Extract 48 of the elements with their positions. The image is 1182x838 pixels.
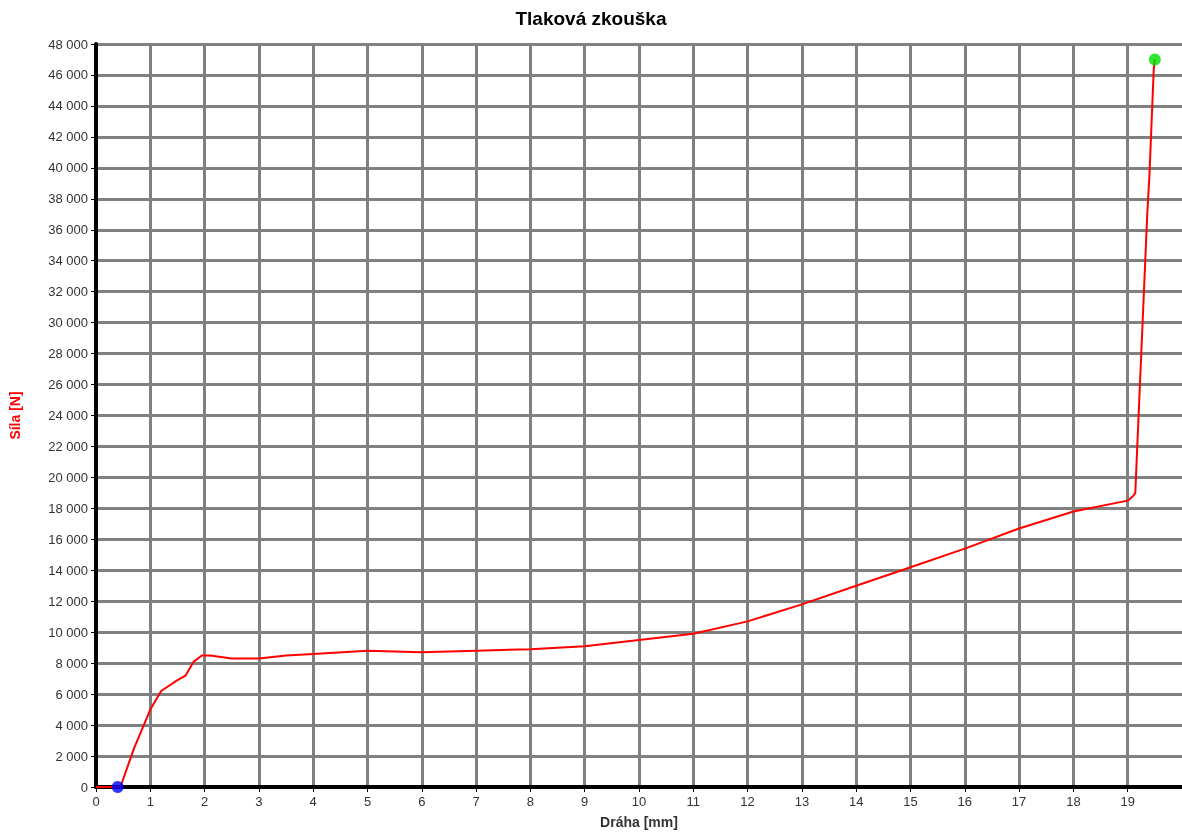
y-tick-label: 38 000 (48, 191, 88, 207)
x-tick-label: 8 (526, 794, 535, 809)
x-tick-label: 18 (1066, 794, 1081, 809)
y-tick-label: 26 000 (48, 377, 88, 393)
x-tick-label: 1 (146, 794, 154, 809)
x-tick-label: 15 (903, 794, 918, 809)
y-tick-label: 22 000 (48, 438, 88, 454)
x-tick-label: 14 (848, 794, 864, 809)
y-tick-label: 12 000 (48, 593, 88, 609)
x-tick-label: 19 (1120, 794, 1135, 809)
x-tick-label: 16 (957, 794, 973, 809)
x-tick-label: 7 (472, 794, 480, 809)
x-tick-label: 9 (581, 794, 589, 809)
y-tick-label: 4 000 (55, 717, 88, 733)
y-tick-label: 48 000 (48, 36, 88, 52)
y-tick-label: 14 000 (48, 562, 88, 578)
y-tick-label: 0 (80, 779, 88, 795)
x-axis-title: Dráha [mm] (600, 814, 678, 830)
y-tick-label: 30 000 (48, 315, 88, 331)
x-tick-label: 0 (92, 794, 100, 809)
y-tick-label: 40 000 (48, 160, 88, 176)
y-tick-label: 6 000 (55, 686, 88, 702)
y-tick-label: 20 000 (48, 469, 88, 485)
x-tick-label: 2 (200, 794, 209, 809)
x-tick-label: 3 (255, 794, 263, 809)
y-tick-label: 32 000 (48, 284, 88, 300)
y-tick-label: 10 000 (48, 624, 88, 640)
chart-title: Tlaková zkouška (515, 8, 667, 29)
y-tick-label: 34 000 (48, 253, 88, 269)
x-tick-label: 12 (740, 794, 755, 809)
y-tick-label: 24 000 (48, 408, 88, 423)
x-tick-label: 4 (309, 794, 317, 809)
x-tick-label: 17 (1011, 794, 1027, 809)
y-tick-label: 8 000 (55, 655, 88, 671)
x-tick-label: 10 (631, 794, 647, 809)
y-axis-title: Síla [N] (7, 391, 23, 440)
y-tick-label: 44 000 (48, 98, 88, 114)
x-tick-label: 5 (363, 794, 372, 809)
y-tick-label: 2 000 (55, 748, 88, 764)
x-tick-label: 11 (686, 794, 701, 809)
y-tick-label: 28 000 (48, 346, 88, 362)
x-tick-label: 13 (794, 794, 810, 809)
y-tick-label: 16 000 (48, 531, 88, 547)
y-tick-label: 36 000 (48, 222, 88, 238)
y-tick-label: 46 000 (48, 67, 88, 83)
x-tick-label: 6 (418, 794, 426, 809)
y-tick-label: 42 000 (48, 129, 88, 145)
y-tick-label: 18 000 (48, 500, 88, 516)
